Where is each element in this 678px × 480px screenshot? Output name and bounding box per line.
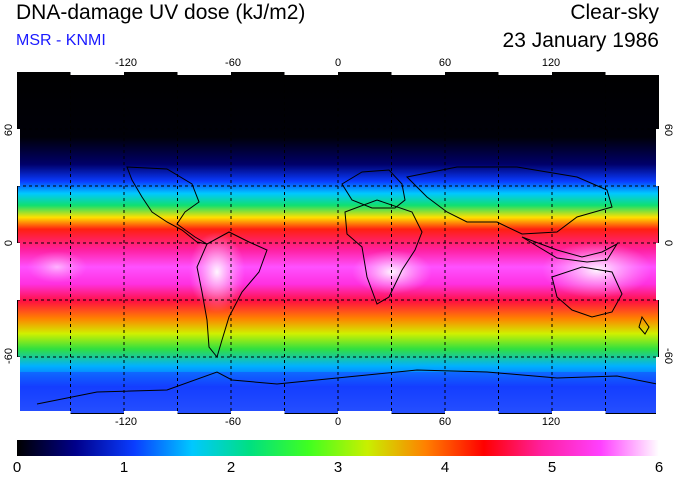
source-label: MSR - KNMI — [16, 32, 106, 49]
coast-new-zealand — [638, 315, 650, 335]
coast-europe — [341, 169, 406, 209]
lon-tick-bottom: 0 — [334, 416, 342, 428]
lon-tick-top: -60 — [225, 57, 241, 69]
colorbar-label: 3 — [333, 459, 343, 476]
lat-tick-right: -60 — [662, 348, 674, 364]
lat-tick-right: 60 — [662, 123, 674, 137]
lon-tick-top: 120 — [541, 57, 561, 69]
coast-africa — [344, 199, 423, 305]
lat-tick-right: 0 — [662, 239, 674, 247]
lon-tick-bottom: 120 — [541, 416, 561, 428]
colorbar — [17, 440, 659, 456]
coast-australia — [551, 266, 623, 318]
coastlines — [36, 166, 658, 405]
map-frame — [17, 72, 659, 414]
lat-tick-left: 60 — [3, 123, 15, 137]
colorbar-label: 4 — [440, 459, 450, 476]
colorbar-label: 6 — [654, 459, 664, 476]
lat-tick-left: 0 — [3, 239, 15, 247]
frame-scale-bottom — [17, 411, 606, 414]
map-title: DNA-damage UV dose (kJ/m2) — [16, 1, 306, 24]
coast-asia — [405, 166, 613, 235]
sky-condition: Clear-sky — [570, 1, 659, 24]
lon-tick-bottom: -120 — [114, 416, 138, 428]
frame-scale-sides — [17, 129, 659, 414]
grid-lines — [17, 72, 659, 414]
lat-tick-left: -60 — [3, 348, 15, 364]
frame-scale-top — [70, 72, 659, 75]
colorbar-label: 5 — [547, 459, 557, 476]
map-date: 23 January 1986 — [502, 29, 659, 52]
colorbar-label: 2 — [226, 459, 236, 476]
lon-tick-top: 60 — [438, 57, 452, 69]
lon-tick-bottom: 60 — [438, 416, 452, 428]
coast-indonesia — [521, 236, 619, 263]
lon-tick-top: 0 — [334, 57, 342, 69]
colorbar-label: 1 — [119, 459, 129, 476]
uv-dose-map — [17, 72, 659, 414]
coast-antarctica — [36, 369, 658, 405]
colorbar-label: 0 — [12, 459, 22, 476]
hotspot-pacific — [27, 251, 87, 283]
lon-tick-top: -120 — [114, 57, 138, 69]
lon-tick-bottom: -60 — [225, 416, 241, 428]
